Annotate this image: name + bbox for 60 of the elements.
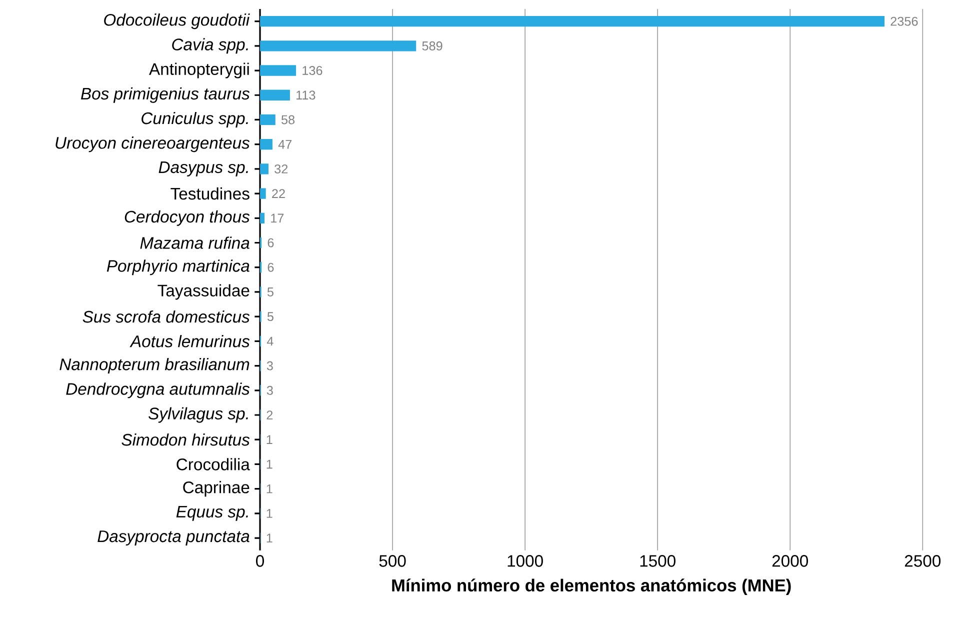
data-label: 32	[274, 164, 288, 174]
y-tick-label: Equus sp.	[176, 506, 248, 521]
y-tick-label: Caprinae	[183, 481, 250, 497]
y-tick-label: Mazama rufina	[140, 236, 250, 249]
x-tick-label: 2000	[772, 555, 808, 567]
bar	[260, 40, 416, 52]
y-tick-label: Bos primigenius taurus	[80, 87, 250, 103]
y-tick-label: Tayassuidae	[158, 284, 250, 300]
y-tick-label: Testudines	[170, 187, 250, 200]
y-tick-label: Simodon hirsutus	[122, 433, 250, 446]
y-tick-label: Urocyon cinereoargenteus	[56, 136, 250, 152]
bar	[260, 114, 276, 126]
y-tick-label: Dasypus sp.	[158, 161, 248, 176]
y-tick-label: Dasyprocta punctata	[98, 530, 250, 546]
y-tick-label: Sus scrofa domesticus	[82, 310, 250, 323]
data-label: 2356	[890, 16, 918, 26]
x-tick-label: 0	[256, 555, 264, 567]
y-tick-label: Antinopterygii	[149, 62, 249, 78]
x-tick-label: 1000	[508, 555, 543, 567]
y-tick-label: Cuniculus spp.	[142, 112, 248, 128]
y-tick-label: Porphyrio martinica	[106, 260, 250, 276]
bar	[260, 16, 884, 27]
data-label: 6	[268, 238, 274, 248]
y-tick-label: Sylvilagus sp.	[148, 407, 248, 423]
y-tick-label: Odocoileus goudotii	[104, 14, 250, 30]
y-tick-label: Dendrocygna autumnalis	[66, 382, 250, 398]
bar	[260, 90, 290, 100]
data-label: 3	[266, 361, 273, 370]
bar	[260, 139, 272, 150]
bar	[260, 188, 266, 199]
x-tick-label: 2500	[904, 555, 941, 567]
data-label: 5	[267, 288, 274, 296]
data-label: 589	[422, 41, 442, 50]
data-label: 136	[302, 66, 322, 76]
data-label: 1	[266, 484, 272, 494]
y-tick-label: Nannopterum brasilianum	[60, 358, 250, 374]
y-tick-label: Cavia spp.	[172, 38, 248, 54]
data-label: 58	[281, 115, 295, 124]
bar	[260, 212, 265, 224]
data-label: 3	[266, 386, 273, 395]
data-label: 1	[266, 460, 272, 469]
data-label: 22	[272, 189, 285, 198]
data-label: 5	[267, 312, 274, 321]
data-label: 6	[268, 262, 274, 272]
data-label: 17	[271, 214, 284, 223]
y-tick-label: Crocodilia	[176, 458, 250, 470]
bar	[260, 65, 296, 76]
data-label: 1	[266, 435, 272, 444]
data-label: 1	[266, 534, 272, 542]
data-label: 2	[266, 410, 273, 420]
y-tick-label: Cerdocyon thous	[124, 210, 250, 226]
x-axis-title: Mínimo número de elementos anatómicos (MNE)	[392, 578, 791, 595]
data-label: 4	[266, 336, 274, 346]
data-label: 47	[278, 140, 292, 149]
data-label: 1	[266, 509, 272, 518]
x-tick-label: 500	[379, 555, 406, 567]
x-tick-label: 1500	[640, 555, 676, 567]
bar	[260, 164, 268, 174]
data-label: 113	[296, 90, 316, 100]
y-tick-label: Aotus lemurinus	[130, 335, 250, 348]
